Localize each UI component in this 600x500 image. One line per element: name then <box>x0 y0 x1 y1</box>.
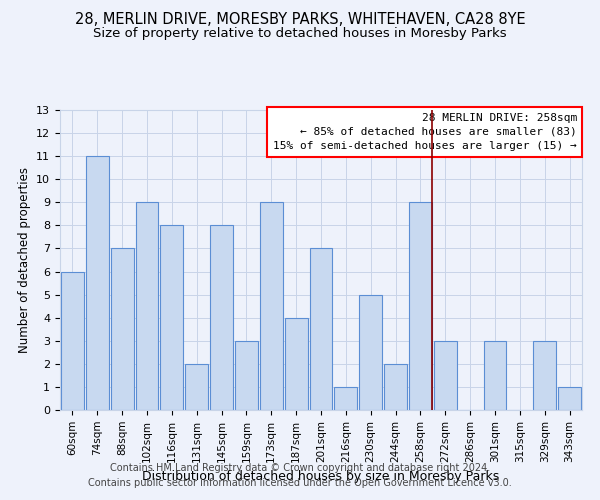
Bar <box>533 341 556 410</box>
Text: 28, MERLIN DRIVE, MORESBY PARKS, WHITEHAVEN, CA28 8YE: 28, MERLIN DRIVE, MORESBY PARKS, WHITEHA… <box>74 12 526 28</box>
Bar <box>558 387 581 410</box>
Bar <box>235 341 258 410</box>
Bar <box>334 387 357 410</box>
Text: Contains HM Land Registry data © Crown copyright and database right 2024.
Contai: Contains HM Land Registry data © Crown c… <box>88 462 512 487</box>
Bar <box>260 202 283 410</box>
Bar <box>484 341 506 410</box>
Bar <box>136 202 158 410</box>
Bar <box>359 294 382 410</box>
Bar <box>310 248 332 410</box>
Text: 28 MERLIN DRIVE: 258sqm
← 85% of detached houses are smaller (83)
15% of semi-de: 28 MERLIN DRIVE: 258sqm ← 85% of detache… <box>273 113 577 151</box>
Bar <box>86 156 109 410</box>
Bar <box>434 341 457 410</box>
Bar <box>285 318 308 410</box>
Bar <box>160 226 183 410</box>
Bar <box>210 226 233 410</box>
Bar <box>185 364 208 410</box>
Y-axis label: Number of detached properties: Number of detached properties <box>17 167 31 353</box>
Bar <box>384 364 407 410</box>
Bar <box>409 202 432 410</box>
Bar <box>61 272 84 410</box>
Text: Size of property relative to detached houses in Moresby Parks: Size of property relative to detached ho… <box>93 28 507 40</box>
X-axis label: Distribution of detached houses by size in Moresby Parks: Distribution of detached houses by size … <box>142 470 500 483</box>
Bar <box>111 248 134 410</box>
